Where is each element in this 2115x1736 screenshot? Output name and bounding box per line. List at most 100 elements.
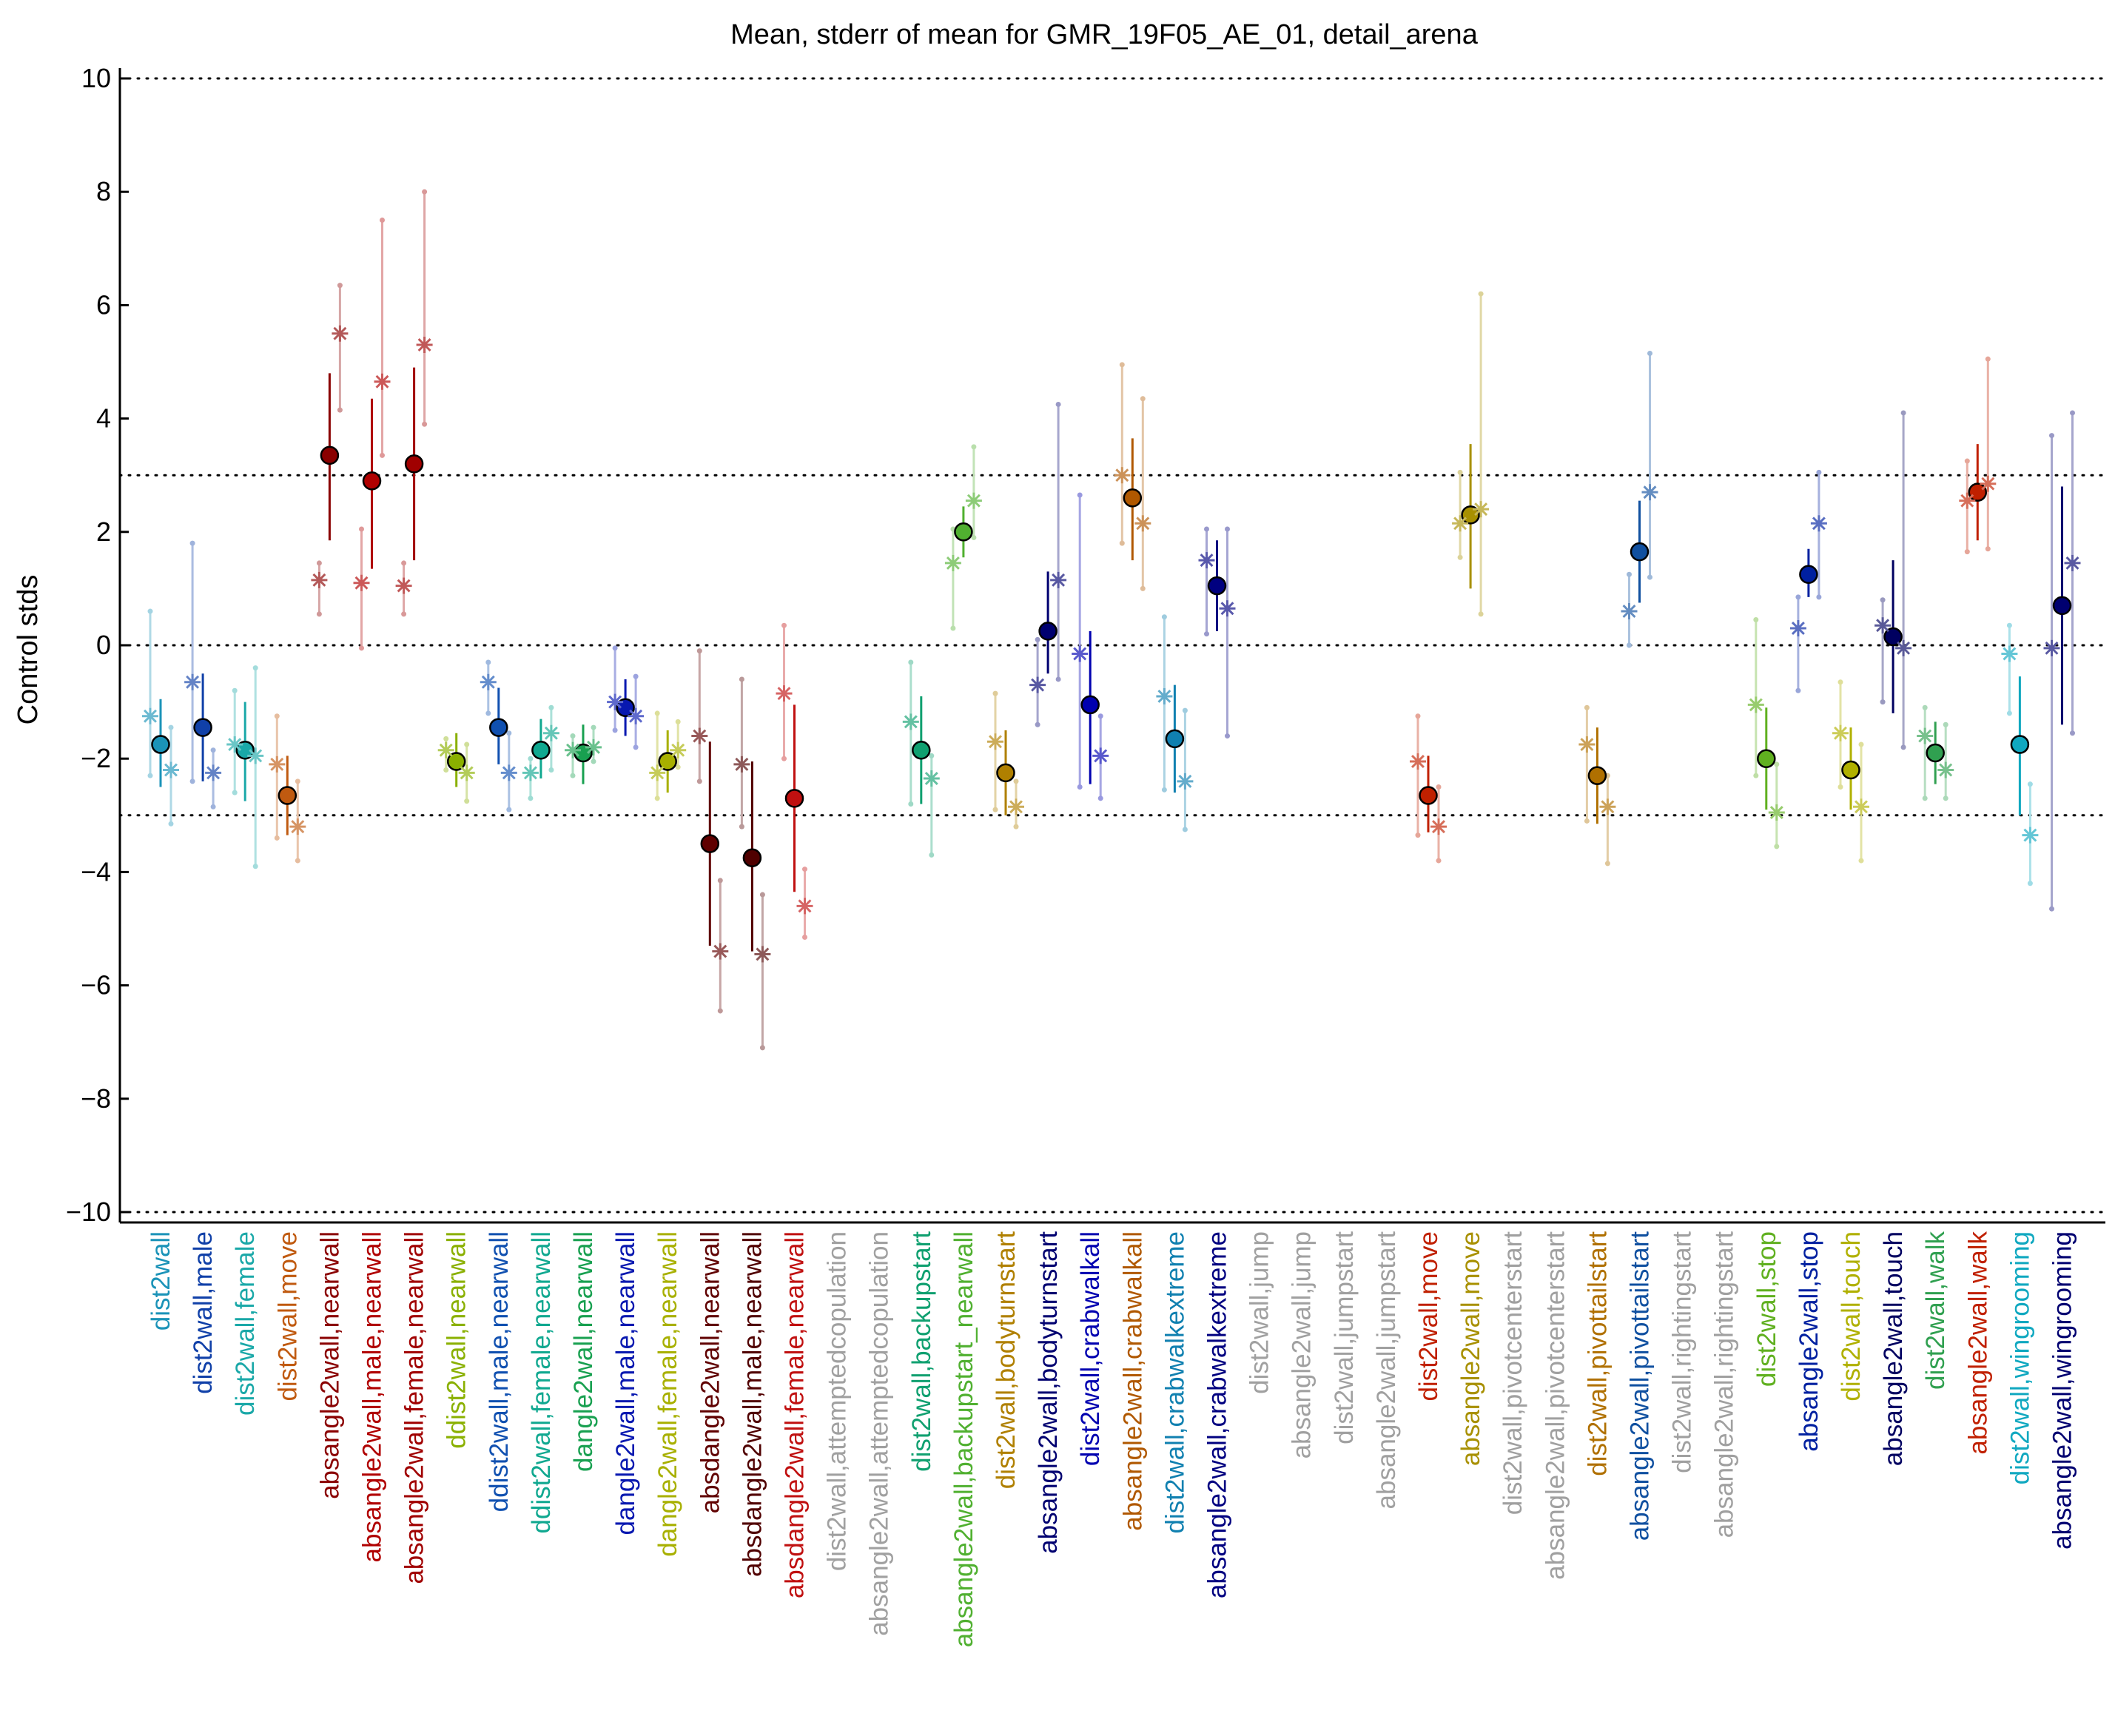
mean-point	[531, 740, 551, 760]
star-stroke	[1855, 800, 1868, 814]
error-end-dot	[1753, 617, 1759, 623]
star-stroke	[1136, 517, 1150, 531]
error-end-dot	[675, 719, 681, 724]
category-label: dist2wall,bodyturnstart	[992, 1231, 1020, 1490]
category-label-part: ,stop	[1752, 1231, 1781, 1288]
category-label: absangle2wall,rightingstart	[1710, 1231, 1739, 1538]
error-end-dot	[189, 540, 195, 546]
category-label-part: dist	[273, 1361, 302, 1402]
category-label-part: absdangle2wall,n	[696, 1313, 724, 1513]
sex-star-marker	[542, 724, 559, 741]
error-end-dot	[401, 560, 407, 566]
error-end-dot	[654, 795, 660, 801]
category-label: absangle2wall,attemptedcopulation	[865, 1231, 894, 1636]
star-stroke	[1453, 517, 1467, 531]
error-end-dot	[759, 892, 765, 898]
error-end-dot	[1457, 554, 1463, 560]
category-label-part: absangle2wall,pivotcenterstart	[1541, 1231, 1570, 1580]
error-end-dot	[781, 756, 787, 761]
category-label-part: ,pivottailstart	[1626, 1231, 1655, 1377]
category-label-part: ,crabwalkall	[1118, 1231, 1147, 1367]
mean-point	[742, 848, 762, 867]
sex-star-marker	[987, 733, 1003, 750]
category-label-part: absangle2wall	[1879, 1302, 1908, 1466]
sex-star-marker	[1980, 475, 1997, 492]
error-end-dot	[147, 608, 153, 614]
error-end-dot	[1225, 733, 1230, 739]
sex-star-marker	[902, 713, 919, 730]
error-end-dot	[675, 764, 681, 770]
error-end-dot	[401, 611, 407, 617]
category-label-part: dangle2wall,m	[611, 1370, 640, 1535]
sex-star-marker	[1029, 676, 1046, 693]
star-stroke	[375, 374, 389, 388]
star-stroke	[566, 743, 579, 757]
sex-star-marker	[1177, 773, 1194, 790]
error-end-dot	[1880, 699, 1886, 705]
category-label: absangle2wall,pivotcenterstart	[1541, 1231, 1570, 1580]
mean-point	[193, 718, 212, 737]
category-label-part: ale,nearwall	[611, 1231, 640, 1370]
error-end-dot	[422, 421, 428, 427]
sex-star-marker	[226, 736, 243, 753]
sex-star-marker	[1219, 600, 1236, 617]
error-end-dot	[802, 867, 807, 872]
error-end-dot	[1119, 362, 1125, 368]
error-end-dot	[548, 704, 554, 710]
star-stroke	[1474, 502, 1488, 517]
error-end-dot	[1204, 631, 1209, 637]
star-stroke	[502, 766, 516, 780]
star-stroke	[671, 743, 685, 757]
star-stroke	[1876, 619, 1890, 633]
sex-star-marker	[1599, 798, 1616, 815]
error-end-dot	[1182, 827, 1188, 832]
category-label: dangle2wall,nearwall	[569, 1231, 598, 1472]
category-label-part: absangle2wall,attemptedcopulation	[865, 1231, 894, 1636]
error-end-dot	[1627, 571, 1632, 577]
sex-star-marker	[311, 571, 328, 588]
error-end-dot	[1013, 778, 1019, 784]
error-end-dot	[908, 801, 914, 807]
error-end-dot	[1182, 707, 1188, 713]
star-stroke	[735, 757, 749, 771]
sex-star-marker	[416, 337, 433, 354]
category-label: absangle2wall,jump	[1288, 1231, 1317, 1459]
category-label-part: ,wingrooming	[2005, 1231, 2034, 1385]
category-label-part: ddist2wall,mal	[485, 1350, 514, 1513]
mean-point	[2052, 596, 2072, 616]
category-label: dist2wall,touch	[1837, 1231, 1866, 1402]
star-stroke	[798, 899, 812, 913]
category-label-part: dist2wall	[147, 1231, 175, 1330]
category-label-part: ,crabwalkall	[1076, 1231, 1105, 1367]
category-label-part: absangle2wall	[315, 1335, 344, 1499]
error-end-dot	[1478, 611, 1484, 617]
category-label-part: ,crabwalkextreme	[1203, 1231, 1232, 1434]
sex-star-marker	[1430, 818, 1447, 835]
error-end-dot	[1415, 832, 1421, 838]
error-end-dot	[802, 934, 807, 940]
category-label-part: dist2wall	[1414, 1302, 1443, 1401]
error-end-dot	[1478, 291, 1484, 297]
sex-star-marker	[205, 764, 222, 781]
star-stroke	[2065, 556, 2079, 570]
star-stroke	[523, 766, 537, 780]
error-end-dot	[2027, 881, 2033, 886]
error-end-dot	[337, 407, 343, 413]
sex-star-marker	[670, 741, 687, 758]
y-tick-label: 10	[81, 63, 111, 93]
sex-star-marker	[1621, 603, 1638, 620]
mean-point	[1038, 622, 1058, 641]
sex-star-marker	[480, 673, 497, 690]
error-end-dot	[274, 713, 280, 719]
y-tick-label: −2	[81, 743, 111, 773]
sex-star-marker	[1959, 492, 1976, 509]
error-end-dot	[1774, 844, 1780, 850]
sex-star-marker	[965, 492, 982, 509]
star-stroke	[1220, 602, 1234, 616]
star-stroke	[397, 579, 411, 593]
y-tick-label: 4	[96, 403, 111, 434]
category-label-part: ,male,nearwall	[358, 1231, 387, 1399]
error-end-dot	[1436, 784, 1442, 790]
category-label-part: dist2wall	[1583, 1376, 1612, 1476]
sex-star-marker	[522, 764, 539, 781]
